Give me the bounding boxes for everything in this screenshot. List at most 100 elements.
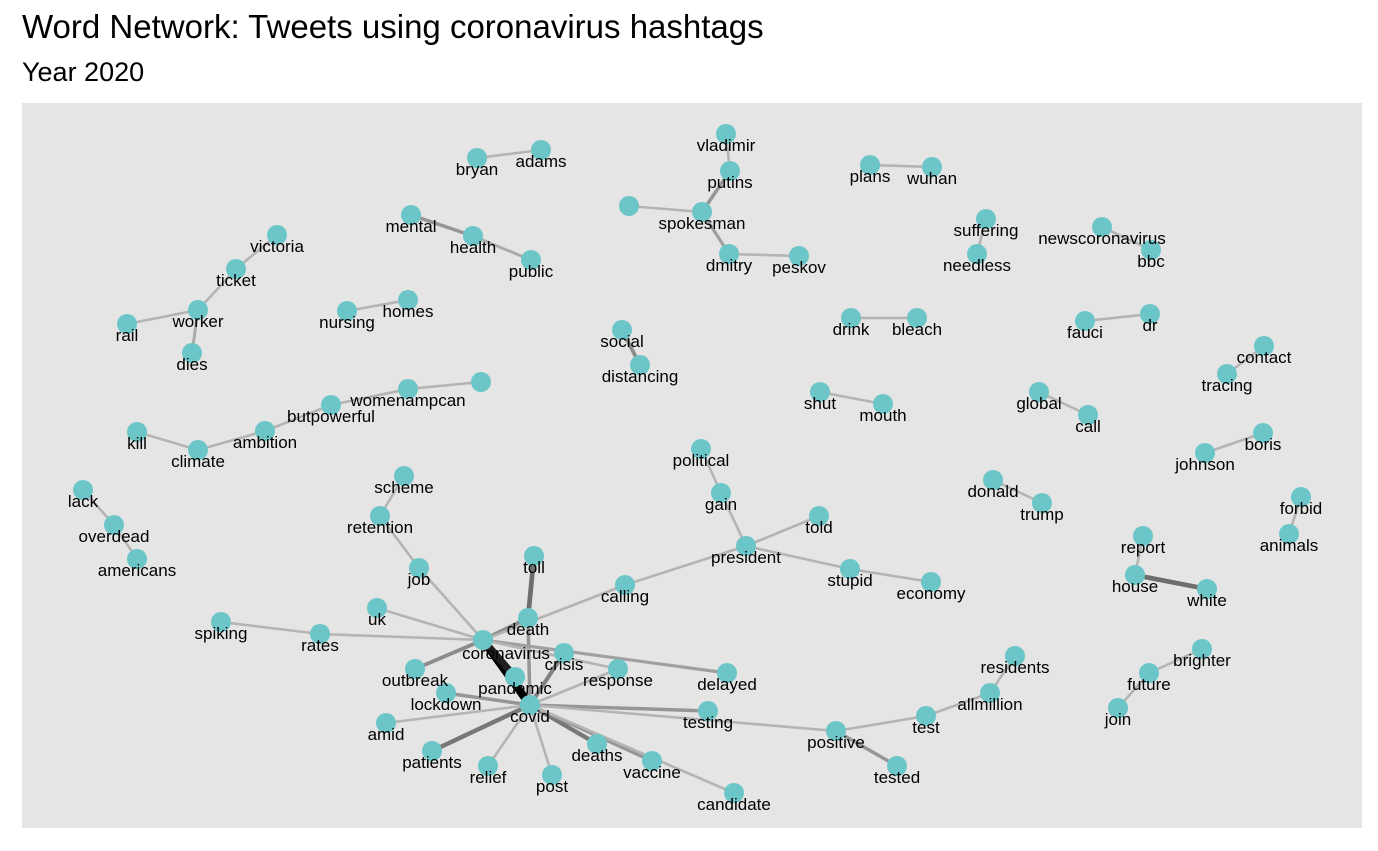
node-label-test: test	[912, 718, 940, 737]
edge-covid-crisis	[528, 651, 566, 707]
node-label-house: house	[1112, 577, 1158, 596]
edge-coronavirus-rates	[319, 632, 484, 642]
edge-coronavirus-outbreak	[414, 638, 484, 671]
node-butpowerful	[321, 395, 341, 415]
edge-covid-positive	[529, 703, 837, 733]
node-positive	[826, 721, 846, 741]
node-spokesman	[692, 202, 712, 222]
node-label-boris: boris	[1245, 435, 1282, 454]
node-response	[608, 659, 628, 679]
node-label-trump: trump	[1020, 505, 1063, 524]
node-allmillion	[980, 683, 1000, 703]
edge-president-stupid	[745, 544, 851, 571]
node-label-wuhan: wuhan	[906, 169, 957, 188]
node-label-tracing: tracing	[1201, 376, 1252, 395]
node-rail	[117, 314, 137, 334]
network-panel: coronavirus covid death pandemic crisis respo…	[22, 103, 1362, 828]
node-label-distancing: distancing	[602, 367, 679, 386]
node-label-delayed: delayed	[697, 675, 757, 694]
node-label-putins: putins	[707, 173, 752, 192]
edge-positive-test	[835, 714, 927, 733]
node-label-shut: shut	[804, 394, 836, 413]
node-label-johnson: johnson	[1174, 455, 1235, 474]
edge-covid-patients	[431, 703, 531, 753]
node-label-outbreak: outbreak	[382, 671, 449, 690]
node-mental	[401, 205, 421, 225]
node-test	[916, 706, 936, 726]
node-drink	[841, 308, 861, 328]
node-label-response: response	[583, 671, 653, 690]
node-residents	[1005, 646, 1025, 666]
node-outbreak	[405, 659, 425, 679]
edge-house-white	[1134, 572, 1208, 592]
node-label-newscoronavirus: newscoronavirus	[1038, 229, 1166, 248]
node-delayed	[717, 663, 737, 683]
node-label-dr: dr	[1142, 316, 1157, 335]
node-label-forbid: forbid	[1280, 499, 1323, 518]
node-label-health: health	[450, 238, 496, 257]
node-president	[736, 536, 756, 556]
node-label-climate: climate	[171, 452, 225, 471]
node-label-covid: covid	[510, 707, 550, 726]
node-climate	[188, 440, 208, 460]
node-animals	[1279, 524, 1299, 544]
node-label-americans: americans	[98, 561, 176, 580]
node-toll	[524, 546, 544, 566]
node-label-womenampcan: womenampcan	[349, 391, 465, 410]
edge-butpowerful-womenampcan	[330, 387, 409, 407]
node-label-told: told	[805, 518, 832, 537]
edge-climate-ambition	[197, 429, 266, 452]
node-label-global: global	[1016, 394, 1061, 413]
edge-covid-response	[529, 667, 619, 707]
node-label-needless: needless	[943, 256, 1011, 275]
page-title: Word Network: Tweets using coronavirus h…	[22, 8, 764, 45]
node-bbc	[1141, 240, 1161, 260]
node-label-uk: uk	[368, 610, 386, 629]
edge-coronavirus-calling	[482, 583, 626, 642]
node-worker	[188, 300, 208, 320]
edge-layer	[82, 133, 1303, 795]
node-label-adams: adams	[515, 152, 566, 171]
node-label-positive: positive	[807, 733, 865, 752]
node-label-fauci: fauci	[1067, 323, 1103, 342]
node-pandemic	[505, 667, 525, 687]
node-global	[1029, 382, 1049, 402]
node-dies	[182, 343, 202, 363]
node-coronavirus	[473, 630, 493, 650]
node-forbid	[1291, 487, 1311, 507]
node-lockdown	[436, 683, 456, 703]
node-label-join: join	[1104, 710, 1131, 729]
edge-mental-health	[410, 213, 474, 238]
node-label-kill: kill	[127, 434, 147, 453]
node-ticket	[226, 259, 246, 279]
node-label-peskov: peskov	[772, 258, 826, 277]
node-fauci	[1075, 311, 1095, 331]
node-womenampcan	[398, 379, 418, 399]
edge-president-told	[745, 514, 820, 548]
edge-plans-wuhan	[869, 163, 933, 169]
node-label-stupid: stupid	[827, 571, 872, 590]
node-label-death: death	[507, 620, 550, 639]
node-label-vaccine: vaccine	[623, 763, 681, 782]
node-label-spokesman: spokesman	[659, 214, 746, 233]
node-death	[518, 608, 538, 628]
node-label-homes: homes	[382, 302, 433, 321]
node-label-suffering: suffering	[954, 221, 1019, 240]
node-label-pandemic: pandemic	[478, 679, 552, 698]
node-join	[1108, 698, 1128, 718]
edge-dmitry-peskov	[728, 252, 800, 258]
node-americans	[127, 549, 147, 569]
node-social	[612, 320, 632, 340]
node-label-mouth: mouth	[859, 406, 906, 425]
node-victoria	[267, 225, 287, 245]
node-label-candidate: candidate	[697, 795, 771, 814]
node-putins	[720, 161, 740, 181]
word-network-graph: coronavirus covid death pandemic crisisrespo…	[68, 124, 1323, 814]
node-label-worker: worker	[171, 312, 223, 331]
node-testing	[698, 701, 718, 721]
edge-unlabeled-spokesman	[628, 204, 703, 214]
node-label-gain: gain	[705, 495, 737, 514]
node-label-victoria: victoria	[250, 237, 304, 256]
node-dmitry	[719, 244, 739, 264]
node-candidate	[724, 783, 744, 803]
